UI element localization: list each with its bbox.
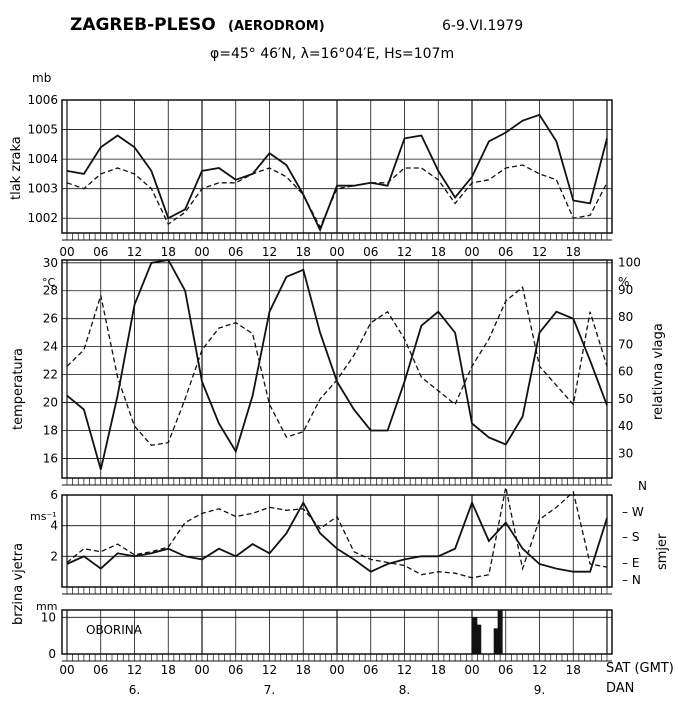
date-label: 6-9.VI.1979 [442, 18, 523, 34]
temperature-ytick: 18 [43, 423, 58, 437]
precip-unit: mm [36, 600, 57, 613]
pressure-solid-line [66, 113, 608, 233]
wind-ylabel: brzina vjetra [11, 543, 26, 625]
precip-bar [476, 624, 482, 654]
hour-label: 18 [296, 245, 311, 259]
humidity-ytick: 100 [618, 256, 641, 270]
hour-label: 12 [532, 245, 547, 259]
hour-label: 00 [329, 245, 344, 259]
hour-label: 06 [363, 245, 378, 259]
precip-ytick: 0 [48, 647, 56, 661]
wind-direction-ylabel: smjer [655, 533, 670, 570]
hour-label: 12 [127, 245, 142, 259]
day-label: 7. [264, 683, 275, 697]
pressure-unit: mb [32, 71, 51, 85]
temperature-ytick: 26 [43, 312, 58, 326]
bottom-hour-label: 06 [498, 663, 513, 677]
day-label: 8. [399, 683, 410, 697]
temperature-ytick: 28 [43, 284, 58, 298]
dan-label: DAN [606, 681, 634, 696]
bottom-hour-label: 18 [431, 663, 446, 677]
precip-title: OBORINA [86, 623, 143, 637]
bottom-hour-label: 00 [329, 663, 344, 677]
temperature-ytick: 30 [43, 256, 58, 270]
bottom-hour-label: 18 [161, 663, 176, 677]
wind-ytick: 4 [50, 519, 58, 533]
bottom-hour-label: 12 [262, 663, 277, 677]
humidity-ytick: 60 [618, 365, 633, 379]
bottom-hour-label: 06 [93, 663, 108, 677]
hour-label: 00 [464, 245, 479, 259]
station-title: ZAGREB-PLESO [70, 15, 216, 35]
humidity-ytick: 70 [618, 337, 633, 351]
wind-direction-tick: – N [622, 573, 641, 587]
temperature-ytick: 20 [43, 396, 58, 410]
pressure-ytick: 1004 [27, 152, 58, 166]
temperature_humidity-solid-line [66, 259, 608, 470]
hour-label: 06 [498, 245, 513, 259]
temperature-ytick: 22 [43, 368, 58, 382]
wind-ytick: 2 [50, 549, 58, 563]
day-label: 6. [129, 683, 140, 697]
pressure-ytick: 1006 [27, 93, 58, 107]
sat-gmt-label: SAT (GMT) [606, 661, 674, 676]
bottom-hour-label: 12 [532, 663, 547, 677]
humidity-extra-label: N [638, 479, 647, 493]
temperature-ytick: 24 [43, 340, 58, 354]
hour-label: 18 [566, 245, 581, 259]
bottom-hour-label: 12 [127, 663, 142, 677]
bottom-hour-label: 06 [228, 663, 243, 677]
precip-bar [493, 628, 499, 654]
gridlines [62, 99, 612, 655]
humidity-ytick: 80 [618, 310, 633, 324]
hour-label: 00 [194, 245, 209, 259]
precip-bar [497, 610, 503, 654]
coordinates: φ=45° 46′N, λ=16°04′E, Hs=107m [210, 46, 454, 62]
hour-label: 06 [228, 245, 243, 259]
bottom-hour-label: 00 [194, 663, 209, 677]
chart-marks [66, 113, 608, 654]
temperature-ytick: 16 [43, 451, 58, 465]
wind-direction-tick: – W [622, 505, 644, 519]
hour-tick-strips [62, 233, 612, 662]
pressure-ytick: 1002 [27, 211, 58, 225]
bottom-hour-label: 06 [363, 663, 378, 677]
precip-bar [472, 617, 478, 654]
humidity-ytick: 50 [618, 392, 633, 406]
bottom-hour-label: 18 [566, 663, 581, 677]
pressure-ytick: 1005 [27, 123, 58, 137]
precip-ytick: 10 [41, 610, 56, 624]
humidity-ytick: 30 [618, 446, 633, 460]
wind-direction-tick: – E [622, 556, 639, 570]
bottom-hour-label: 12 [397, 663, 412, 677]
temperature_humidity-dashed-line [66, 286, 608, 446]
wind-ytick: 6 [50, 488, 58, 502]
humidity-unit: % [618, 275, 629, 289]
hour-label: 06 [93, 245, 108, 259]
hour-label: 00 [59, 245, 74, 259]
wind-dashed-line [66, 487, 608, 579]
humidity-ytick: 90 [618, 283, 633, 297]
wind-unit: ms⁻¹ [30, 510, 57, 523]
day-label: 9. [534, 683, 545, 697]
bottom-hour-label: 00 [464, 663, 479, 677]
pressure-ylabel: tlak zraka [9, 136, 24, 200]
hour-label: 12 [262, 245, 277, 259]
wind-direction-tick: – S [622, 530, 639, 544]
pressure-ytick: 1003 [27, 182, 58, 196]
temperature-unit: °C [42, 276, 56, 289]
hour-label: 18 [431, 245, 446, 259]
humidity-ylabel: relativna vlaga [651, 323, 666, 420]
station-note: (AERODROM) [228, 19, 325, 34]
hour-label: 18 [161, 245, 176, 259]
humidity-ytick: 40 [618, 419, 633, 433]
hour-label: 12 [397, 245, 412, 259]
bottom-hour-label: 18 [296, 663, 311, 677]
temperature-ylabel: temperatura [11, 348, 26, 430]
bottom-hour-label: 00 [59, 663, 74, 677]
